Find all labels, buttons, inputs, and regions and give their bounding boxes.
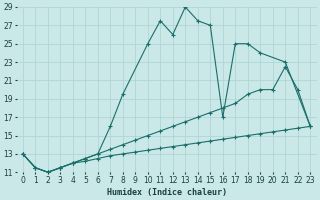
- X-axis label: Humidex (Indice chaleur): Humidex (Indice chaleur): [107, 188, 227, 197]
